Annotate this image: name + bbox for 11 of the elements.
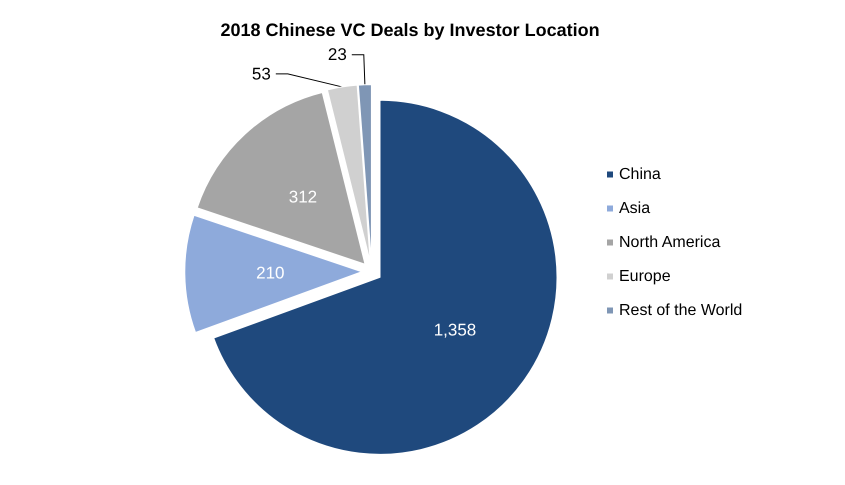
data-label: 53 xyxy=(252,64,271,84)
data-label: 210 xyxy=(256,263,284,282)
data-label: 23 xyxy=(328,45,347,64)
legend-label: Asia xyxy=(619,200,650,217)
legend-label: China xyxy=(619,166,661,183)
data-label: 1,358 xyxy=(434,320,476,340)
legend-label: Rest of the World xyxy=(619,302,742,319)
data-label: 312 xyxy=(288,187,318,206)
chart-title: 2018 Chinese VC Deals by Investor Location xyxy=(220,20,600,40)
legend-label: North America xyxy=(619,234,720,251)
legend-label: Europe xyxy=(619,268,671,285)
